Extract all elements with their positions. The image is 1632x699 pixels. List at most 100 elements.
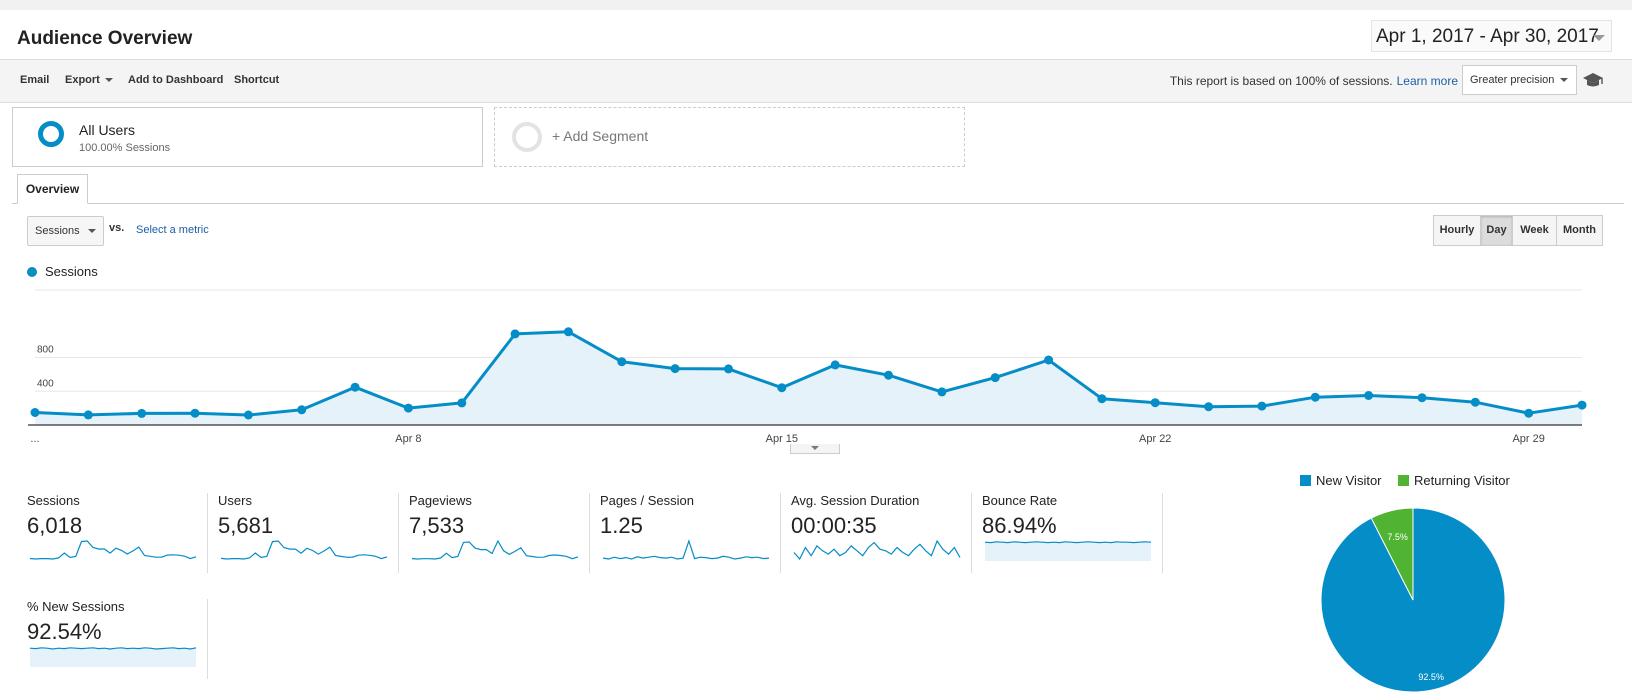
segment-name: All Users [79,122,136,138]
sessions-point[interactable] [1044,355,1054,365]
sessions-area [35,331,1582,425]
sessions-point[interactable] [724,364,733,374]
sessions-point[interactable] [884,370,893,380]
new-visitor-swatch [1300,475,1311,486]
scorecard-value: 6,018 [27,513,83,538]
x-tick-label: Apr 15 [766,433,798,445]
add-segment-label[interactable]: + Add Segment [552,128,649,144]
sessions-point[interactable] [1417,393,1427,403]
scorecard-divider [971,493,972,573]
sessions-point[interactable] [297,405,307,415]
export-button[interactable]: Export [65,74,113,86]
scorecard-divider [1162,493,1163,573]
chevron-down-icon [1593,35,1605,41]
sessions-point[interactable] [617,357,627,367]
sessions-legend-dot [27,267,37,277]
chevron-down-icon [1560,78,1568,82]
scorecard[interactable]: Pages / Session 1.25 [600,493,775,577]
sessions-point[interactable] [1204,402,1214,412]
tab-divider [12,203,1624,204]
sessions-point[interactable] [563,327,573,337]
precision-select[interactable]: Greater precision [1462,65,1577,95]
scorecard-label: Avg. Session Duration [791,493,920,508]
scorecard-divider [207,599,208,679]
sampling-note-text: This report is based on 100% of sessions… [1169,74,1393,88]
sessions-point[interactable] [670,364,680,374]
sessions-point[interactable] [1577,400,1587,410]
scorecard[interactable]: Users 5,681 [218,493,393,577]
sessions-point[interactable] [937,387,947,397]
x-tick-label: ... [30,433,39,445]
sparkline [602,539,770,560]
scorecard-value: 7,533 [409,513,465,538]
scorecard-value: 92.54% [27,619,102,644]
pie-slice-returning-visitor[interactable] [1370,507,1414,601]
sessions-point[interactable] [457,398,467,408]
visitor-type-pie-chart: 92.5% 7.5% [1320,507,1506,693]
scorecard-divider [398,493,399,573]
sessions-point[interactable] [137,408,147,418]
sparkline [220,540,388,560]
graduation-cap-icon[interactable] [1582,71,1604,89]
sparkline [984,541,1152,561]
sessions-point[interactable] [777,383,787,393]
sessions-point[interactable] [1524,408,1534,418]
top-band [0,0,1632,10]
y-tick-label: 800 [37,345,54,356]
add-to-dashboard-button[interactable]: Add to Dashboard [128,74,224,86]
shortcut-button[interactable]: Shortcut [234,74,280,86]
sessions-point[interactable] [350,382,360,392]
sessions-point[interactable] [1150,398,1160,408]
week-button[interactable]: Week [1512,215,1557,246]
sessions-point[interactable] [1097,394,1107,404]
collapse-chart-toggle[interactable] [790,444,840,454]
sessions-point[interactable] [830,360,840,370]
hourly-button[interactable]: Hourly [1433,215,1481,246]
precision-label: Greater precision [1470,74,1555,86]
select-metric-link[interactable]: Select a metric [136,224,209,236]
sessions-point[interactable] [243,410,253,420]
export-label: Export [65,74,100,86]
scorecard-value: 00:00:35 [791,513,877,538]
scorecard[interactable]: Avg. Session Duration 00:00:35 [791,493,966,577]
learn-more-link[interactable]: Learn more [1396,74,1458,88]
add-segment-box[interactable]: + Add Segment [494,107,965,167]
scorecard-label: Users [218,493,252,508]
x-tick-label: Apr 22 [1139,433,1171,445]
metric-select[interactable]: Sessions [27,216,104,246]
legend-new-visitor: New Visitor [1300,473,1382,488]
email-button[interactable]: Email [20,74,50,86]
scorecard[interactable]: Bounce Rate 86.94% [982,493,1157,577]
scorecard[interactable]: % New Sessions 92.54% [27,599,202,683]
sessions-point[interactable] [510,329,520,339]
scorecard-label: Sessions [27,493,80,508]
segment-all-users[interactable]: All Users 100.00% Sessions [12,107,483,167]
sessions-point[interactable] [1310,392,1320,402]
sessions-point[interactable] [83,410,93,420]
sessions-point[interactable] [1364,391,1374,400]
returning-visitor-label: Returning Visitor [1414,473,1510,488]
sparkline-area [30,647,196,667]
report-toolbar: Email Export Add to Dashboard Shortcut T… [0,59,1632,103]
sessions-point[interactable] [1470,397,1480,407]
tab-overview[interactable]: Overview [17,174,88,204]
sparkline-line [220,540,388,560]
sparkline [793,539,961,561]
scorecard-value: 1.25 [600,513,643,538]
month-button[interactable]: Month [1556,215,1603,246]
date-range-picker[interactable]: Apr 1, 2017 - Apr 30, 2017 [1371,20,1612,52]
scorecard[interactable]: Pageviews 7,533 [409,493,584,577]
sessions-point[interactable] [1257,401,1267,411]
scorecard-label: % New Sessions [27,599,125,614]
x-tick-label: Apr 29 [1512,433,1544,445]
sessions-point[interactable] [990,373,1000,383]
legend-returning-visitor: Returning Visitor [1398,473,1510,488]
pie-slice-label: 7.5% [1387,532,1408,542]
sparkline-line [602,539,770,560]
sessions-point[interactable] [30,408,40,417]
scorecard[interactable]: Sessions 6,018 [27,493,202,577]
sessions-point[interactable] [403,403,413,413]
day-button[interactable]: Day [1480,215,1513,246]
vs-label: vs. [109,222,125,234]
sessions-point[interactable] [190,408,200,418]
